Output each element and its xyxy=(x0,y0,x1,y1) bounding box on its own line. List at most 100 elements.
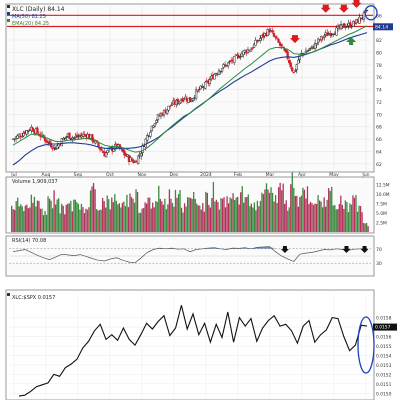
volume-bar xyxy=(338,203,340,232)
volume-bar xyxy=(190,197,192,232)
volume-bar xyxy=(356,211,359,232)
price-xtick-label: Sep xyxy=(74,172,83,178)
volume-bar xyxy=(74,199,77,232)
price-candle-body xyxy=(226,62,230,67)
volume-bar xyxy=(146,203,148,232)
rsi-panel: 70 30 RSI(14) 70.08 xyxy=(5,235,382,277)
volume-bar xyxy=(124,206,127,232)
volume-bar xyxy=(32,202,34,232)
volume-bar xyxy=(235,197,237,232)
price-candle-body xyxy=(190,100,193,103)
price-candle-body xyxy=(213,74,216,80)
rsi-arrow-icon xyxy=(342,246,351,253)
volume-bar xyxy=(70,200,72,232)
volume-bar xyxy=(155,201,157,232)
volume-panel: 12.5M 10.0M 7.5M 5.0M 2.5M Volume 1,909,037 xyxy=(5,172,390,234)
volume-bar xyxy=(212,182,215,232)
price-candle-body xyxy=(294,70,297,72)
price-candle-body xyxy=(292,71,295,74)
volume-bar xyxy=(349,203,351,232)
price-xtick-label: Jun xyxy=(361,172,369,178)
price-candle-body xyxy=(344,26,347,29)
volume-bar xyxy=(340,195,342,232)
volume-bar xyxy=(311,203,313,232)
volume-bar xyxy=(186,197,189,232)
volume-bar xyxy=(196,203,198,232)
volume-bar xyxy=(120,207,122,232)
volume-bar xyxy=(38,200,40,232)
volume-bar xyxy=(71,211,73,232)
volume-bar xyxy=(217,202,219,232)
price-candle-body xyxy=(45,139,48,143)
price-xtick-label: Apr xyxy=(298,172,306,178)
volume-bar xyxy=(314,203,316,232)
volume-bar xyxy=(21,206,23,232)
volume-bar xyxy=(112,202,114,232)
volume-bar xyxy=(61,203,63,232)
volume-bar xyxy=(335,209,337,232)
volume-bar xyxy=(185,206,187,232)
volume-bar xyxy=(321,207,324,232)
volume-bar xyxy=(223,197,225,232)
volume-bar xyxy=(291,172,293,232)
price-candle-body xyxy=(49,143,53,148)
price-candle-body xyxy=(167,105,170,111)
legend-swatch-price xyxy=(7,5,10,8)
volume-bar xyxy=(218,209,221,232)
volume-bar xyxy=(105,207,107,232)
ratio-series-line xyxy=(18,305,368,397)
volume-bar xyxy=(287,210,289,232)
volume-bar xyxy=(285,200,287,232)
price-candle-body xyxy=(317,38,320,43)
volume-bar xyxy=(165,209,168,232)
volume-bar xyxy=(299,197,301,232)
volume-bar xyxy=(33,196,36,232)
volume-bar xyxy=(20,204,22,232)
price-candle-body xyxy=(27,130,30,132)
volume-bar xyxy=(332,205,334,232)
volume-bar xyxy=(302,187,304,232)
volume-bar xyxy=(158,185,160,232)
price-candle-body xyxy=(91,134,94,142)
volume-ytick-label: 7.5M xyxy=(376,202,387,208)
volume-bar xyxy=(271,192,274,232)
price-ytick-label: 82 xyxy=(376,38,382,44)
price-candle-body xyxy=(233,56,236,63)
price-candle-body xyxy=(112,148,115,152)
volume-bar xyxy=(80,203,83,232)
rsi-ytick-label: 30 xyxy=(376,261,382,267)
price-candle-body xyxy=(306,50,309,52)
volume-bar xyxy=(132,198,134,232)
price-candle-body xyxy=(182,98,186,101)
price-candle-body xyxy=(63,137,67,139)
price-xtick-label: 2024 xyxy=(200,172,212,178)
ratio-line xyxy=(18,305,368,397)
volume-bar xyxy=(193,191,195,232)
volume-bar xyxy=(347,212,350,232)
volume-bar xyxy=(17,197,19,232)
price-candle-body xyxy=(252,43,256,48)
legend-ma50: MA(50) 81.25 xyxy=(12,14,46,20)
price-candle-body xyxy=(297,59,300,64)
sell-arrow-icon xyxy=(289,35,300,44)
volume-bar xyxy=(162,204,164,232)
price-candle-body xyxy=(100,148,103,151)
volume-bar xyxy=(205,191,207,232)
volume-yaxis: 12.5M 10.0M 7.5M 5.0M 2.5M xyxy=(376,183,390,227)
volume-bar xyxy=(197,205,199,232)
volume-bar xyxy=(246,196,248,232)
price-candle-body xyxy=(179,99,182,104)
price-candle-body xyxy=(315,43,318,45)
volume-bar xyxy=(350,204,353,232)
volume-bar xyxy=(326,199,328,232)
volume-bar xyxy=(227,203,230,232)
volume-bar xyxy=(127,207,130,232)
price-candle-body xyxy=(272,32,276,37)
price-candle-body xyxy=(242,50,245,55)
volume-bar xyxy=(142,207,145,232)
volume-bar xyxy=(174,189,177,232)
ratio-ytick-label: 0.0151 xyxy=(376,382,392,388)
ratio-yaxis: 0.0158 0.0157 0.0156 0.0155 0.0154 0.0153 0.01… xyxy=(373,316,397,397)
volume-bar xyxy=(36,200,39,232)
volume-bar xyxy=(147,197,149,232)
